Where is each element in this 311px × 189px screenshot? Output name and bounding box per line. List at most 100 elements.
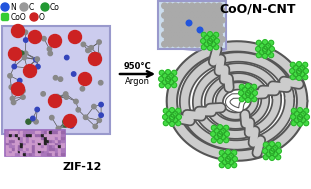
Circle shape xyxy=(192,27,197,33)
Circle shape xyxy=(176,121,181,126)
Circle shape xyxy=(175,37,181,42)
Circle shape xyxy=(239,97,244,102)
Bar xyxy=(61,131,64,133)
Bar xyxy=(29,131,32,133)
Circle shape xyxy=(269,53,274,58)
Circle shape xyxy=(208,27,214,33)
Circle shape xyxy=(291,108,296,113)
Bar xyxy=(47,131,49,133)
Circle shape xyxy=(35,107,39,112)
Circle shape xyxy=(211,125,216,130)
Circle shape xyxy=(303,75,308,80)
Circle shape xyxy=(232,150,237,155)
Bar xyxy=(23,139,26,142)
Circle shape xyxy=(271,147,276,152)
Circle shape xyxy=(262,48,267,53)
Circle shape xyxy=(232,156,237,162)
Bar xyxy=(23,131,26,133)
Circle shape xyxy=(167,22,173,28)
Circle shape xyxy=(252,91,258,95)
Circle shape xyxy=(262,46,267,52)
Circle shape xyxy=(200,41,206,47)
Bar xyxy=(61,145,64,147)
Bar xyxy=(12,153,14,155)
Bar xyxy=(44,142,46,144)
Circle shape xyxy=(300,65,305,70)
Bar xyxy=(12,134,14,136)
Circle shape xyxy=(169,80,174,85)
Circle shape xyxy=(266,152,271,157)
Bar xyxy=(44,145,46,147)
Circle shape xyxy=(259,43,264,48)
Circle shape xyxy=(290,62,295,67)
Bar xyxy=(21,147,23,150)
Circle shape xyxy=(93,124,97,129)
Bar xyxy=(29,134,32,136)
Circle shape xyxy=(181,8,187,13)
Bar xyxy=(44,139,46,142)
Circle shape xyxy=(169,73,174,78)
Bar xyxy=(58,134,61,136)
Bar xyxy=(15,136,17,139)
Circle shape xyxy=(63,92,68,96)
Circle shape xyxy=(24,64,36,77)
Circle shape xyxy=(9,85,13,89)
Bar xyxy=(52,142,55,144)
Circle shape xyxy=(49,115,54,120)
Circle shape xyxy=(211,42,216,47)
Circle shape xyxy=(178,32,184,37)
Circle shape xyxy=(229,153,234,158)
Circle shape xyxy=(290,75,295,80)
Circle shape xyxy=(187,37,192,42)
Bar xyxy=(38,134,40,136)
Circle shape xyxy=(247,89,252,94)
Text: 950°C: 950°C xyxy=(124,62,151,71)
Circle shape xyxy=(294,118,299,123)
Circle shape xyxy=(206,22,211,28)
Bar xyxy=(15,131,17,133)
Bar xyxy=(55,153,58,155)
Circle shape xyxy=(186,20,192,26)
Bar xyxy=(29,142,32,144)
Circle shape xyxy=(34,120,38,124)
Bar xyxy=(47,142,49,144)
Circle shape xyxy=(80,87,85,91)
Circle shape xyxy=(189,32,195,37)
Circle shape xyxy=(256,46,261,52)
Circle shape xyxy=(298,121,303,126)
Circle shape xyxy=(214,32,219,37)
Bar xyxy=(49,150,52,152)
Bar xyxy=(35,139,38,142)
Circle shape xyxy=(178,22,184,28)
Circle shape xyxy=(167,13,173,18)
Circle shape xyxy=(290,68,295,74)
Circle shape xyxy=(217,125,222,130)
Circle shape xyxy=(165,17,170,23)
Circle shape xyxy=(192,8,197,13)
Circle shape xyxy=(69,124,74,128)
Circle shape xyxy=(245,97,251,102)
Circle shape xyxy=(53,76,58,80)
Circle shape xyxy=(298,108,303,113)
Circle shape xyxy=(195,41,200,47)
Circle shape xyxy=(224,132,229,136)
Circle shape xyxy=(10,96,15,101)
Circle shape xyxy=(3,15,7,19)
Bar xyxy=(18,142,20,144)
Circle shape xyxy=(269,149,275,153)
Bar xyxy=(26,150,29,152)
Circle shape xyxy=(214,39,219,43)
Circle shape xyxy=(192,17,197,23)
Circle shape xyxy=(249,94,254,99)
Circle shape xyxy=(224,125,229,130)
Circle shape xyxy=(162,13,167,18)
Circle shape xyxy=(211,132,216,136)
Circle shape xyxy=(175,8,181,13)
Circle shape xyxy=(220,8,225,13)
Circle shape xyxy=(173,22,178,28)
Circle shape xyxy=(41,92,45,96)
Circle shape xyxy=(256,53,261,58)
Circle shape xyxy=(220,27,225,33)
Circle shape xyxy=(227,155,232,160)
Bar xyxy=(47,145,49,147)
